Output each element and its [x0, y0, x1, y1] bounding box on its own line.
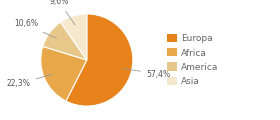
- Text: 10,6%: 10,6%: [14, 19, 57, 38]
- Legend: Europa, Africa, America, Asia: Europa, Africa, America, Asia: [167, 34, 219, 86]
- Text: 57,4%: 57,4%: [123, 69, 170, 79]
- Text: 22,3%: 22,3%: [7, 74, 52, 88]
- Wedge shape: [61, 14, 87, 60]
- Wedge shape: [43, 22, 87, 60]
- Text: 9,6%: 9,6%: [50, 0, 75, 25]
- Wedge shape: [66, 14, 133, 106]
- Wedge shape: [41, 46, 87, 101]
